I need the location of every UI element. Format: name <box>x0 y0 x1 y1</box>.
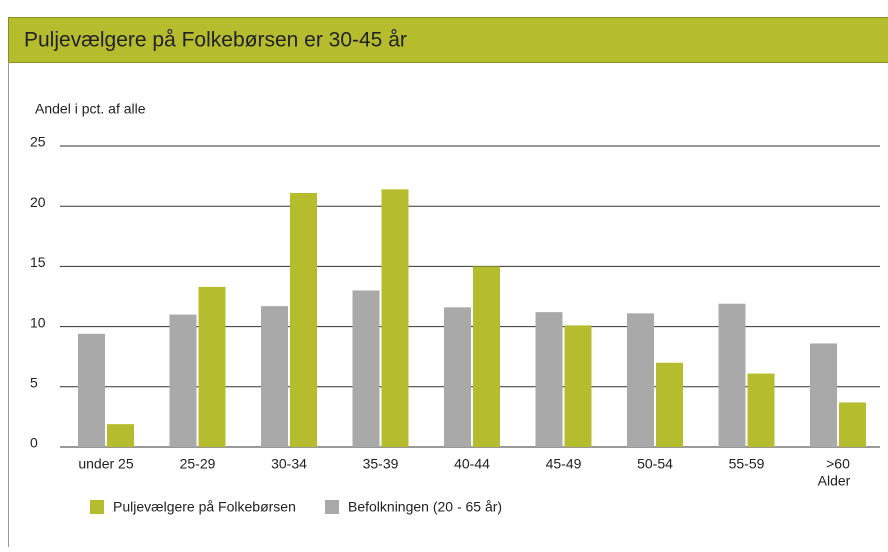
legend-swatch <box>90 500 104 514</box>
x-tick-label: >60 <box>826 456 850 472</box>
bar <box>719 304 746 447</box>
y-tick-label: 10 <box>30 314 46 330</box>
x-tick-label: 55-59 <box>729 456 765 472</box>
bar <box>656 363 683 447</box>
bar <box>170 315 197 447</box>
chart-title: Puljevælgere på Folkebørsen er 30-45 år <box>24 29 407 52</box>
legend-label: Puljevælgere på Folkebørsen <box>113 499 296 515</box>
y-tick-label: 25 <box>30 134 46 150</box>
y-tick-label: 5 <box>30 375 38 391</box>
bar <box>199 287 226 447</box>
y-tick-label: 0 <box>30 435 38 451</box>
bar <box>444 307 471 447</box>
x-tick-label: 45-49 <box>546 456 582 472</box>
x-tick-label: 25-29 <box>180 456 216 472</box>
y-tick-label: 15 <box>30 254 46 270</box>
bar <box>473 266 500 447</box>
bar <box>565 325 592 447</box>
y-axis-label: Andel i pct. af alle <box>35 101 146 117</box>
legend-swatch <box>325 500 339 514</box>
x-tick-label: 35-39 <box>363 456 399 472</box>
bar <box>627 313 654 447</box>
bar <box>353 290 380 447</box>
x-tick-label: 40-44 <box>454 456 490 472</box>
x-axis-label: Alder <box>818 473 851 489</box>
y-tick-label: 20 <box>30 194 46 210</box>
bar <box>839 402 866 447</box>
legend-label: Befolkningen (20 - 65 år) <box>348 499 502 515</box>
bar <box>107 424 134 447</box>
bar <box>810 343 837 447</box>
bar <box>78 334 105 447</box>
bar <box>536 312 563 447</box>
x-tick-label: 50-54 <box>637 456 673 472</box>
bar <box>290 193 317 447</box>
x-tick-label: under 25 <box>78 456 133 472</box>
bar <box>261 306 288 447</box>
bar <box>382 189 409 447</box>
bar <box>748 374 775 447</box>
x-tick-label: 30-34 <box>271 456 307 472</box>
